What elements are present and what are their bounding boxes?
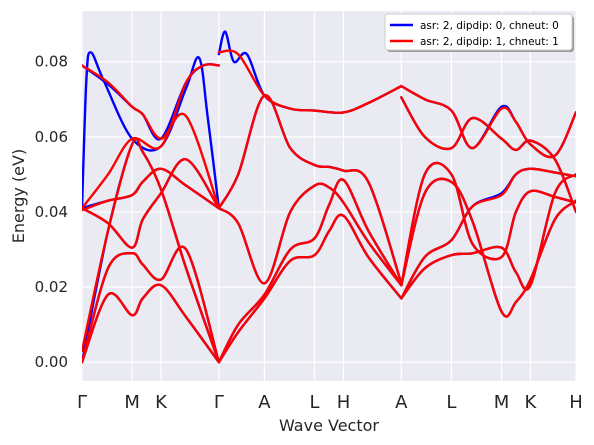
- y-tick-label: 0.04: [35, 203, 68, 221]
- x-tick-label: L: [310, 392, 320, 413]
- legend: asr: 2, dipdip: 0, chneut: 0 asr: 2, dipd…: [384, 13, 574, 52]
- x-tick-label: M: [124, 392, 140, 413]
- x-tick-label: H: [337, 392, 351, 413]
- band-line: [400, 84, 576, 159]
- x-tick-label: L: [446, 392, 456, 413]
- series-2: [82, 49, 576, 364]
- x-tick-label: Γ: [77, 392, 87, 413]
- band-line: [217, 178, 403, 364]
- x-tick-label: K: [155, 392, 168, 413]
- band-line: [217, 94, 403, 285]
- y-tick-label: 0.02: [35, 278, 68, 296]
- x-tick-label: M: [494, 392, 510, 413]
- legend-label: asr: 2, dipdip: 0, chneut: 0: [420, 20, 559, 32]
- x-tick-label: A: [258, 392, 271, 413]
- band-line: [400, 161, 576, 287]
- plot-area: [82, 30, 576, 364]
- legend-box: [384, 13, 573, 51]
- band-line: [217, 182, 403, 287]
- band-line: [82, 137, 221, 364]
- band-line: [217, 49, 403, 114]
- y-axis-title: Energy (eV): [9, 149, 28, 243]
- band-line: [82, 167, 221, 212]
- band-line: [400, 173, 576, 300]
- band-line: [400, 96, 576, 214]
- band-line: [82, 64, 221, 210]
- x-axis-title: Wave Vector: [279, 416, 379, 435]
- band-line: [400, 177, 576, 318]
- x-tick-label: H: [569, 392, 583, 413]
- legend-label: asr: 2, dipdip: 1, chneut: 1: [420, 36, 559, 48]
- x-tick-label: Γ: [214, 392, 224, 413]
- x-tick-label: A: [395, 392, 408, 413]
- x-tick-label: K: [525, 392, 538, 413]
- band-line: [82, 63, 221, 210]
- band-line: [82, 245, 221, 364]
- y-tick-label: 0.06: [35, 128, 68, 146]
- y-axis-ticks: 0.00 0.02 0.04 0.06 0.08: [35, 53, 68, 372]
- band-line: [82, 283, 221, 364]
- band-line: [217, 213, 403, 364]
- y-tick-label: 0.08: [35, 53, 68, 71]
- band-line: [400, 167, 576, 300]
- band-line: [82, 158, 221, 249]
- y-tick-label: 0.00: [35, 353, 68, 371]
